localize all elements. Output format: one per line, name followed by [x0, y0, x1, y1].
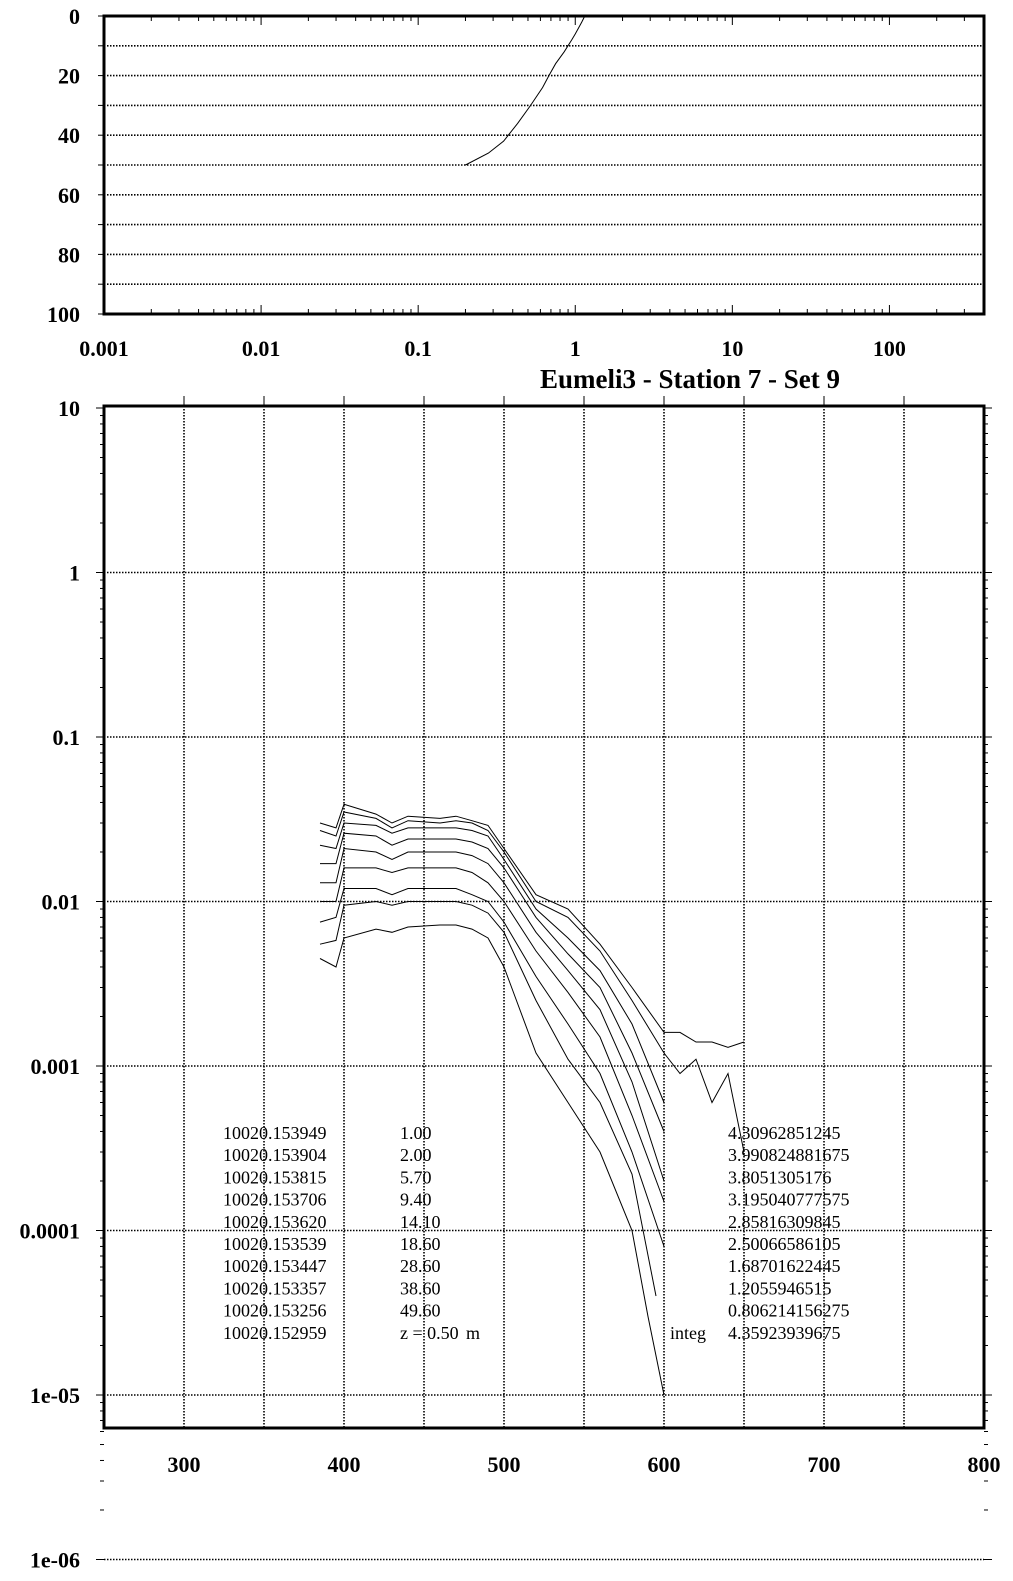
table-value: 3.195040777575: [728, 1190, 850, 1210]
x-tick-label: 0.001: [79, 336, 129, 361]
spectrum-line: [320, 832, 665, 1132]
spectrum-line: [319, 900, 657, 1297]
y-tick-label: 40: [58, 123, 80, 148]
y-tick-label: 0.001: [31, 1054, 81, 1079]
y-tick-label: 10: [58, 396, 80, 421]
spectrum-data-table: 10020.153949 1.00 4.30962851245 10020.15390…: [223, 1123, 850, 1343]
spectrum-line: [320, 847, 665, 1182]
y-tick-label: 100: [47, 302, 80, 327]
y-tick-label: 0.01: [42, 890, 81, 915]
table-depth: 2.00: [400, 1145, 432, 1165]
depth-profile-grid: [104, 44, 984, 286]
chart-title: Eumeli3 - Station 7 - Set 9: [540, 364, 840, 394]
spectrum-line: [319, 822, 665, 1103]
y-tick-label: 1e-05: [30, 1383, 80, 1408]
depth-profile-frame: [102, 14, 986, 316]
table-value: 2.85816309845: [728, 1212, 841, 1232]
y-tick-label: 1e-06: [30, 1548, 80, 1573]
depth-profile-y-tick-labels: 0 20 40 60 80 100: [47, 4, 80, 327]
table-id: 10020.152959: [223, 1323, 327, 1343]
table-depth: 1.00: [400, 1123, 432, 1143]
table-depth: 49.60: [400, 1301, 441, 1321]
table-id: 10020.153539: [223, 1234, 327, 1254]
x-tick-label: 400: [328, 1452, 361, 1477]
y-tick-label: 0: [69, 4, 80, 29]
table-depth: 14.10: [400, 1212, 441, 1232]
depth-profile-chart: 0.001 0.01 0.1 1 10 100 0 20 40 60 80 100: [47, 4, 986, 361]
x-tick-label: 600: [648, 1452, 681, 1477]
y-tick-label: 1: [69, 561, 80, 586]
table-integ-label: integ: [670, 1323, 706, 1343]
y-tick-label: 0.1: [53, 725, 81, 750]
table-depth: 28.60: [400, 1256, 441, 1276]
depth-profile-x-tick-labels: 0.001 0.01 0.1 1 10 100: [79, 336, 906, 361]
y-tick-label: 0.0001: [20, 1219, 81, 1244]
x-tick-label: 500: [488, 1452, 521, 1477]
table-id: 10020.153949: [223, 1123, 327, 1143]
table-unit: m: [466, 1323, 480, 1343]
table-value: 4.35923939675: [728, 1323, 841, 1343]
x-tick-label: 100: [873, 336, 906, 361]
spectrum-line: [320, 867, 665, 1202]
table-depth: 5.70: [400, 1167, 432, 1187]
y-tick-label: 60: [58, 183, 80, 208]
table-value: 1.2055946515: [728, 1278, 832, 1298]
x-tick-label: 700: [808, 1452, 841, 1477]
table-id: 10020.153815: [223, 1167, 327, 1187]
table-id: 10020.153904: [223, 1145, 327, 1165]
x-tick-label: 0.01: [242, 336, 281, 361]
table-value: 0.806214156275: [728, 1301, 850, 1321]
table-value: 3.990824881675: [728, 1145, 850, 1165]
table-id: 10020.153620: [223, 1212, 327, 1232]
x-tick-label: 10: [721, 336, 743, 361]
spectrum-chart: 300 400 500 600 700 800 10 1 0.1 0.01 0.001 0.0001…: [20, 396, 1001, 1573]
spectrum-x-tick-labels: 300 400 500 600 700 800: [168, 1452, 1001, 1477]
table-value: 4.30962851245: [728, 1123, 841, 1143]
y-tick-label: 20: [58, 64, 80, 89]
table-id: 10020.153256: [223, 1301, 327, 1321]
table-id: 10020.153357: [223, 1278, 327, 1298]
depth-profile-line: [465, 15, 586, 166]
x-tick-label: 300: [168, 1452, 201, 1477]
table-depth: 18.60: [400, 1234, 441, 1254]
spectrum-line: [319, 888, 665, 1247]
table-depth: z = 0.50: [400, 1323, 459, 1343]
table-id: 10020.153706: [223, 1190, 327, 1210]
table-id: 10020.153447: [223, 1256, 327, 1276]
spectrum-grid: [104, 406, 984, 1561]
depth-profile-series: [465, 15, 586, 166]
spectrum-series: [319, 803, 745, 1396]
table-value: 1.68701622445: [728, 1256, 841, 1276]
x-tick-label: 0.1: [404, 336, 432, 361]
spectrum-line: [319, 811, 745, 1153]
x-tick-label: 1: [570, 336, 581, 361]
spectrum-y-tick-labels: 10 1 0.1 0.01 0.001 0.0001 1e-05 1e-06: [20, 396, 81, 1573]
spectrum-ticks: [96, 396, 992, 1560]
spectrum-line: [319, 924, 665, 1396]
table-depth: 38.60: [400, 1278, 441, 1298]
y-tick-label: 80: [58, 242, 80, 267]
x-tick-label: 800: [968, 1452, 1001, 1477]
spectrum-line: [319, 803, 745, 1048]
spectrum-frame: [102, 404, 986, 1430]
table-depth: 9.40: [400, 1190, 432, 1210]
table-value: 3.8051305176: [728, 1167, 832, 1187]
table-value: 2.50066586105: [728, 1234, 841, 1254]
